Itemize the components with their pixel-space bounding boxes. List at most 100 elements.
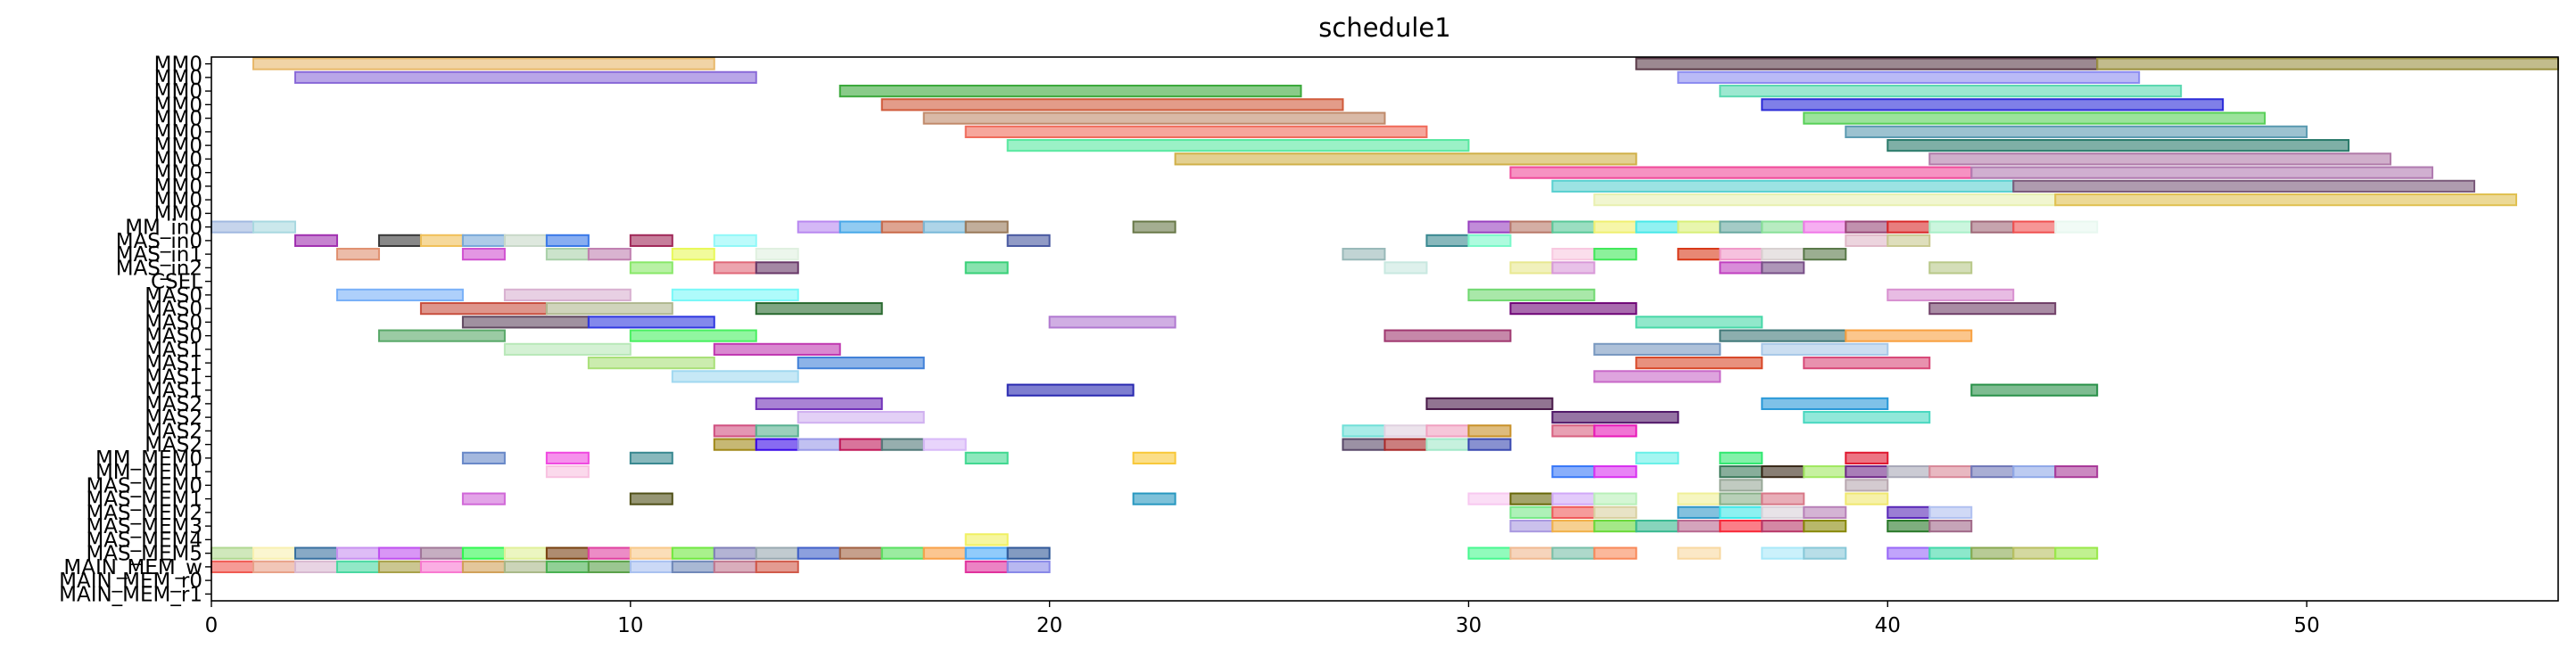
task-bar	[252, 220, 296, 234]
task-bar	[629, 546, 673, 560]
chart-title: schedule1	[1318, 12, 1451, 43]
task-bar	[1845, 465, 1889, 479]
task-bar	[503, 288, 632, 301]
y-tick-label: MM0	[154, 67, 202, 90]
task-bar	[293, 546, 338, 560]
y-tick-label: CSEL	[151, 271, 202, 294]
task-bar	[1845, 125, 2308, 138]
task-bar	[335, 560, 380, 573]
task-bar	[1719, 479, 1763, 492]
task-bar	[755, 560, 799, 573]
y-tick-label: MAS0	[144, 325, 202, 349]
task-bar	[671, 248, 715, 261]
task-bar	[1845, 451, 1889, 464]
task-bar	[629, 234, 673, 247]
task-bar	[1761, 261, 1805, 275]
task-bar	[964, 546, 1009, 560]
task-bar	[1761, 220, 1805, 234]
task-bar	[1551, 261, 1596, 275]
task-bar	[1928, 302, 2057, 316]
task-bar	[1928, 261, 1973, 275]
task-bar	[1761, 546, 1805, 560]
task-bar	[1761, 520, 1805, 533]
task-bar	[629, 451, 673, 464]
task-bar	[1509, 520, 1554, 533]
task-bar	[1761, 397, 1889, 410]
task-bar	[293, 560, 338, 573]
task-bar	[1509, 302, 1638, 316]
task-bar	[1719, 492, 1763, 505]
task-bar	[880, 220, 925, 234]
task-bar	[1803, 505, 1847, 519]
y-tick-label: MAS2	[144, 406, 202, 430]
y-tick-label: MM_MEM1	[95, 461, 202, 484]
y-tick-label: MAS_in1	[116, 243, 202, 267]
task-bar	[2012, 179, 2476, 193]
task-bar	[1006, 234, 1051, 247]
y-tick-label: MM0	[154, 176, 202, 199]
x-tick-label: 30	[1456, 614, 1482, 637]
task-bar	[922, 438, 967, 451]
task-bar	[335, 288, 464, 301]
task-bar	[755, 546, 799, 560]
x-tick-label: 0	[205, 614, 219, 637]
x-tick-label: 40	[1875, 614, 1901, 637]
y-tick-label: MAS_MEM2	[86, 502, 202, 525]
task-bar	[1719, 85, 2183, 98]
task-bar	[1928, 465, 1973, 479]
task-bar	[1887, 505, 1931, 519]
task-bar	[671, 546, 715, 560]
task-bar	[545, 302, 673, 316]
y-tick-label: MAS_MEM4	[86, 529, 202, 552]
task-bar	[1551, 520, 1596, 533]
task-bar	[587, 560, 632, 573]
task-bar	[838, 546, 883, 560]
y-tick-label: MAS_MEM1	[86, 488, 202, 512]
task-bar	[1425, 438, 1470, 451]
task-bar	[713, 342, 841, 356]
task-bar	[461, 234, 506, 247]
task-bar	[1719, 329, 1847, 342]
task-bar	[1803, 411, 1931, 424]
task-bar	[922, 111, 1386, 125]
task-bar	[755, 424, 799, 438]
task-bar	[1677, 70, 2141, 84]
task-bar	[1928, 546, 1973, 560]
task-bar	[545, 248, 590, 261]
task-bar	[252, 57, 715, 70]
task-bar	[797, 411, 925, 424]
y-tick-label: MAIN_MEM_r1	[59, 583, 202, 606]
task-bar	[1887, 139, 2350, 152]
task-bar	[629, 329, 757, 342]
task-bar	[1174, 152, 1638, 166]
task-bar	[1719, 465, 1763, 479]
task-bar	[964, 533, 1009, 546]
task-bar	[1970, 546, 2015, 560]
task-bar	[211, 220, 254, 234]
task-bar	[419, 546, 464, 560]
task-bar	[545, 451, 590, 464]
task-bar	[1635, 520, 1680, 533]
y-tick-label: MAS1	[144, 365, 202, 389]
task-bar	[1845, 220, 1889, 234]
y-tick-label: MAS0	[144, 311, 202, 334]
task-bar	[419, 560, 464, 573]
task-bar	[503, 342, 632, 356]
task-bar	[1803, 111, 2266, 125]
task-bar	[211, 560, 254, 573]
task-bar	[252, 546, 296, 560]
task-bar	[1467, 220, 1512, 234]
task-bar	[2054, 220, 2099, 234]
task-bar	[2012, 465, 2057, 479]
task-bar	[1551, 424, 1596, 438]
task-bar	[1677, 492, 1721, 505]
task-bar	[1006, 546, 1051, 560]
task-bar	[1635, 357, 1763, 370]
task-bar	[1593, 248, 1638, 261]
y-tick-label: MAS1	[144, 352, 202, 375]
x-tick-label: 50	[2293, 614, 2319, 637]
task-bar	[1970, 166, 2434, 179]
task-bar	[377, 329, 506, 342]
plot-frame	[211, 56, 2559, 602]
